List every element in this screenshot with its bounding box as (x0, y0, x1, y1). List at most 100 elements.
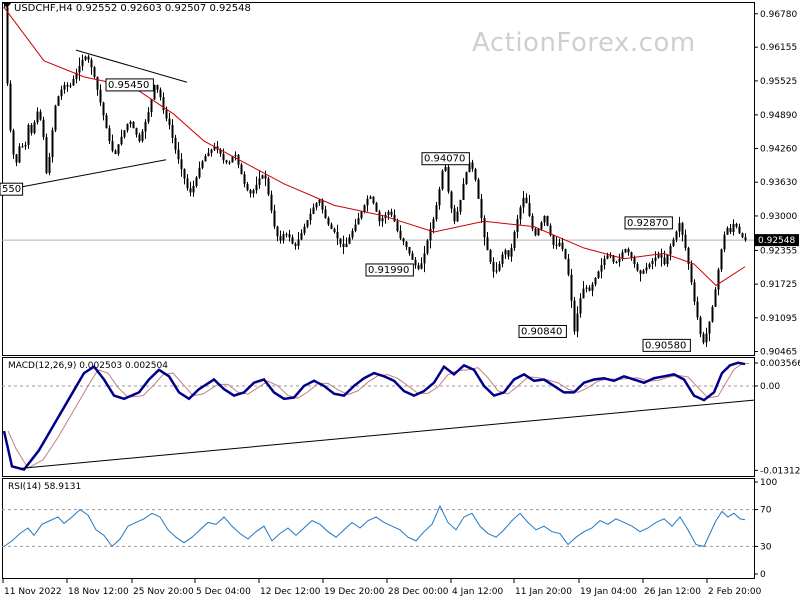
candle-body (54, 105, 57, 131)
candle-body (30, 125, 33, 134)
candle-body (576, 313, 579, 332)
candle-body (282, 234, 285, 241)
price-ytick-label: 0.96780 (760, 10, 797, 20)
candle-body (504, 250, 507, 255)
candle-body (366, 198, 369, 206)
candle-body (693, 282, 696, 302)
x-tick-label: 4 Jan 12:00 (452, 587, 504, 597)
candle-body (612, 255, 615, 262)
candle-body (96, 76, 99, 90)
candle-body (735, 223, 738, 227)
x-tick-label: 25 Nov 20:00 (133, 587, 194, 597)
candle-body (84, 56, 87, 60)
candle-body (81, 59, 84, 67)
candle-body (162, 97, 165, 111)
rsi-title: RSI(14) 58.9131 (8, 482, 81, 492)
candle-body (744, 237, 747, 241)
candle-body (543, 215, 546, 223)
candle-body (501, 254, 504, 265)
price-label-3: 0.91990 (368, 265, 409, 276)
candle-body (588, 287, 591, 291)
candle-body (354, 224, 357, 231)
candle-body (477, 179, 480, 199)
price-label-4: 0.92870 (627, 218, 668, 229)
candle-body (288, 234, 291, 238)
candle-body (594, 277, 597, 285)
candle-body (45, 137, 48, 174)
candle-body (270, 194, 273, 211)
rsi-ytick-label: 0 (760, 570, 766, 580)
candle-body (57, 96, 60, 106)
candle-body (204, 156, 207, 162)
candle-body (480, 198, 483, 219)
x-tick-label: 2 Feb 20:00 (708, 587, 762, 597)
candle-body (312, 207, 315, 214)
price-ytick-label: 0.91725 (760, 280, 797, 290)
candle-body (570, 274, 573, 301)
candle-body (369, 196, 372, 199)
candle-body (441, 170, 444, 190)
candle-body (555, 244, 558, 246)
candle-body (510, 248, 513, 257)
price-ytick-label: 0.92355 (760, 246, 797, 256)
candle-body (465, 172, 468, 184)
candle-body (627, 249, 630, 253)
candle-body (459, 199, 462, 212)
candle-body (132, 121, 135, 129)
candle-body (663, 257, 666, 265)
chart-title: USDCHF,H4 0.92552 0.92603 0.92507 0.9254… (14, 3, 251, 14)
candle-body (243, 174, 246, 184)
candle-body (261, 175, 264, 179)
candle-body (558, 242, 561, 246)
candle-body (450, 191, 453, 209)
candle-body (294, 243, 297, 246)
candle-body (411, 253, 414, 260)
candle-body (333, 228, 336, 232)
price-label-box (518, 324, 567, 338)
candle-body (297, 239, 300, 246)
candle-body (402, 238, 405, 242)
candle-body (207, 152, 210, 157)
candle-body (417, 265, 420, 269)
candle-body (117, 144, 120, 154)
candle-body (273, 210, 276, 227)
candle-body (585, 287, 588, 289)
x-tick-label: 19 Dec 20:00 (324, 587, 385, 597)
candle-body (183, 168, 186, 179)
candle-body (579, 298, 582, 314)
candle-body (675, 231, 678, 240)
x-tick-label: 26 Jan 12:00 (644, 587, 701, 597)
candle-body (678, 222, 681, 232)
candle-body (168, 118, 171, 126)
candle-body (75, 72, 78, 80)
candle-body (198, 167, 201, 178)
candle-body (6, 7, 9, 84)
candle-body (159, 89, 162, 98)
candle-body (177, 149, 180, 160)
candle-body (582, 288, 585, 299)
price-label-1: 0.95450 (108, 80, 149, 91)
candle-body (285, 234, 288, 236)
price-label-5: 0.90840 (521, 326, 562, 337)
macd-ytick-label: -0.013125 (760, 466, 800, 476)
moving-average-line (3, 7, 746, 287)
candle-body (393, 214, 396, 222)
candle-body (642, 270, 645, 274)
candle-body (111, 141, 114, 151)
candle-body (300, 233, 303, 240)
candle-body (546, 215, 549, 226)
candle-body (171, 125, 174, 138)
candle-body (669, 245, 672, 255)
candle-body (732, 223, 735, 232)
candle-body (681, 222, 684, 235)
candle-body (426, 240, 429, 254)
candle-body (156, 84, 159, 90)
candle-body (657, 254, 660, 258)
candle-body (192, 185, 195, 193)
candle-body (387, 211, 390, 215)
candle-body (51, 130, 54, 158)
chart-menu-arrow-icon[interactable] (2, 2, 12, 8)
watermark-text: ActionForex.com (472, 28, 696, 58)
candle-body (345, 243, 348, 247)
candle-body (660, 254, 663, 258)
